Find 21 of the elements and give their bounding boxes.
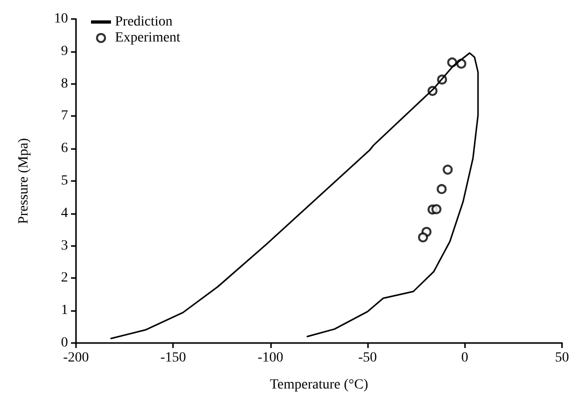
y-tick-label: 10: [54, 12, 68, 26]
y-tick-label: 1: [61, 303, 68, 318]
x-tick-label: -150: [160, 350, 186, 366]
x-axis-title: Temperature (°C): [270, 378, 368, 392]
x-tick-label: 50: [555, 350, 569, 366]
y-tick-label: 5: [61, 174, 68, 188]
y-tick-label: 3: [61, 238, 68, 254]
x-tick-label: -50: [358, 350, 377, 366]
legend-label: Experiment: [115, 30, 180, 46]
y-tick-label: 2: [61, 270, 68, 286]
y-tick-label: 6: [61, 141, 68, 156]
x-tick-label: 0: [461, 350, 468, 366]
y-tick-label: 0: [61, 336, 68, 350]
y-tick-label: 9: [61, 44, 68, 59]
y-tick-label: 4: [61, 206, 68, 221]
y-tick-label: 7: [61, 108, 68, 124]
x-tick-label: -200: [63, 350, 89, 366]
y-axis-title: Pressure (Mpa): [16, 138, 32, 224]
y-tick-label: 8: [61, 76, 68, 92]
x-tick-label: -100: [258, 350, 284, 366]
legend-label: Prediction: [115, 14, 173, 30]
